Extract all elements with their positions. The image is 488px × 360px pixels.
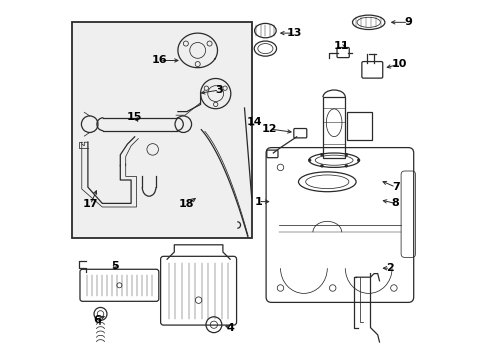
Text: 18: 18 — [179, 199, 194, 210]
Text: 10: 10 — [391, 59, 406, 69]
Text: 11: 11 — [333, 41, 349, 51]
Bar — [322, 97, 345, 158]
Circle shape — [356, 159, 359, 162]
Text: 12: 12 — [261, 124, 276, 134]
Text: 8: 8 — [391, 198, 399, 208]
Text: 3: 3 — [215, 85, 223, 95]
Text: 9: 9 — [404, 17, 411, 27]
Text: 5: 5 — [111, 261, 119, 271]
Text: 4: 4 — [225, 323, 234, 333]
Circle shape — [344, 165, 347, 167]
Circle shape — [320, 165, 323, 167]
Text: 2: 2 — [386, 263, 393, 273]
Text: 6: 6 — [93, 315, 101, 325]
Text: 14: 14 — [246, 117, 262, 127]
Text: 7: 7 — [391, 182, 399, 192]
Circle shape — [320, 153, 323, 156]
Bar — [72, 22, 251, 238]
Text: 13: 13 — [286, 28, 301, 38]
Text: 17: 17 — [82, 199, 98, 210]
Text: 15: 15 — [127, 112, 142, 122]
Circle shape — [307, 159, 310, 162]
Text: 1: 1 — [254, 197, 262, 207]
Circle shape — [344, 153, 347, 156]
Bar — [346, 112, 371, 140]
Text: 16: 16 — [152, 55, 167, 66]
